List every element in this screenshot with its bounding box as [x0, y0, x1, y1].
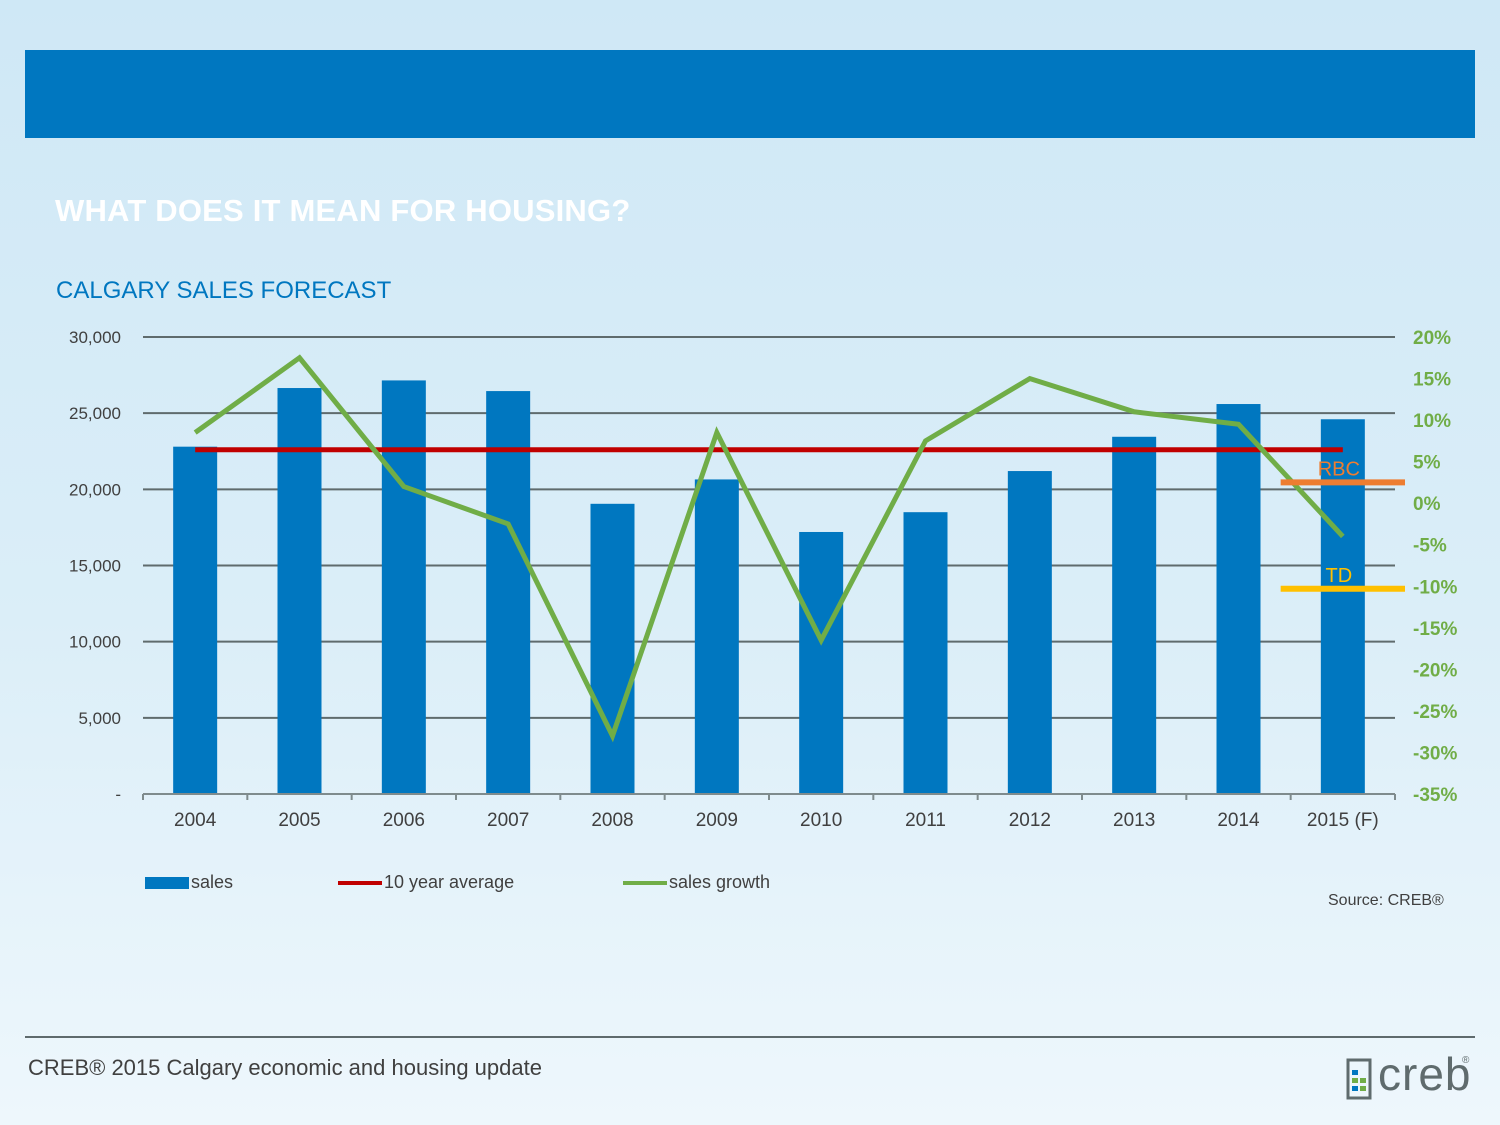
y-right-tick-label: -10% — [1413, 577, 1457, 598]
forecast-label-rbc: RBC — [1318, 458, 1360, 480]
y-right-tick-label: 0% — [1413, 494, 1441, 515]
y-left-tick-label: 20,000 — [69, 480, 121, 499]
x-tick-label: 2004 — [174, 810, 217, 831]
x-tick-label: 2006 — [383, 810, 425, 831]
bar-sales — [486, 391, 531, 794]
x-tick-label: 2005 — [278, 810, 320, 831]
creb-logo: creb ® — [1346, 1048, 1471, 1101]
bar-sales — [277, 388, 322, 794]
y-right-tick-label: -35% — [1413, 785, 1457, 806]
y-right-tick-label: -15% — [1413, 619, 1457, 640]
logo-registered-mark: ® — [1462, 1055, 1470, 1066]
bar-sales — [1216, 404, 1261, 794]
x-tick-label: 2014 — [1217, 810, 1260, 831]
x-tick-label: 2010 — [800, 810, 842, 831]
bar-sales — [1112, 436, 1157, 794]
y-right-tick-label: 15% — [1413, 370, 1451, 391]
y-right-tick-label: -30% — [1413, 743, 1457, 764]
x-tick-label: 2012 — [1009, 810, 1051, 831]
bar-sales — [590, 503, 635, 794]
header-band — [25, 50, 1475, 138]
legend-item-sales: sales — [145, 872, 233, 893]
slide-title: WHAT DOES IT MEAN FOR HOUSING? — [55, 193, 631, 228]
footer-text: CREB® 2015 Calgary economic and housing … — [28, 1055, 542, 1080]
y-left-tick-label: 25,000 — [69, 404, 121, 423]
x-tick-label: 2009 — [696, 810, 738, 831]
x-tick-label: 2007 — [487, 810, 529, 831]
bar-sales — [381, 380, 426, 794]
x-tick-label: 2015 (F) — [1307, 810, 1379, 831]
logo-wordmark: creb — [1378, 1048, 1472, 1100]
x-tick-label: 2008 — [591, 810, 633, 831]
footer-divider — [25, 1036, 1475, 1038]
line-sales-growth — [193, 354, 1345, 743]
y-left-tick-label: 15,000 — [69, 557, 121, 576]
y-left-tick-label: 10,000 — [69, 633, 121, 652]
x-tick-label: 2013 — [1113, 810, 1155, 831]
bar-sales — [903, 512, 948, 794]
legend-label-sales: sales — [191, 872, 234, 892]
legend-swatch-sales — [145, 876, 189, 889]
legend-swatch-10-year-average — [338, 880, 382, 885]
y-right-tick-label: 20% — [1413, 328, 1451, 349]
legend-item-sales-growth: sales growth — [623, 872, 770, 893]
bar-sales — [694, 479, 739, 794]
source-note: Source: CREB® — [1328, 892, 1444, 909]
chart-title: CALGARY SALES FORECAST — [56, 277, 392, 304]
legend-item-10-year-average: 10 year average — [338, 872, 514, 893]
legend-label-sales-growth: sales growth — [669, 872, 771, 892]
x-tick-label: 2011 — [905, 810, 946, 831]
y-right-tick-label: -20% — [1413, 660, 1457, 681]
y-right-tick-label: -25% — [1413, 702, 1457, 723]
y-left-tick-label: - — [115, 785, 121, 804]
y-left-tick-label: 30,000 — [69, 328, 121, 347]
bar-sales — [799, 531, 844, 794]
legend-swatch-sales-growth — [623, 880, 667, 885]
forecast-label-td: TD — [1325, 565, 1352, 587]
y-left-tick-label: 5,000 — [78, 709, 121, 728]
y-right-tick-label: 10% — [1413, 411, 1451, 432]
legend-label-10-year-average: 10 year average — [384, 872, 515, 892]
bar-sales — [1007, 471, 1052, 794]
building-icon — [1346, 1058, 1372, 1100]
y-right-tick-label: 5% — [1413, 453, 1441, 474]
y-right-tick-label: -5% — [1413, 536, 1447, 557]
bar-sales — [173, 446, 218, 794]
